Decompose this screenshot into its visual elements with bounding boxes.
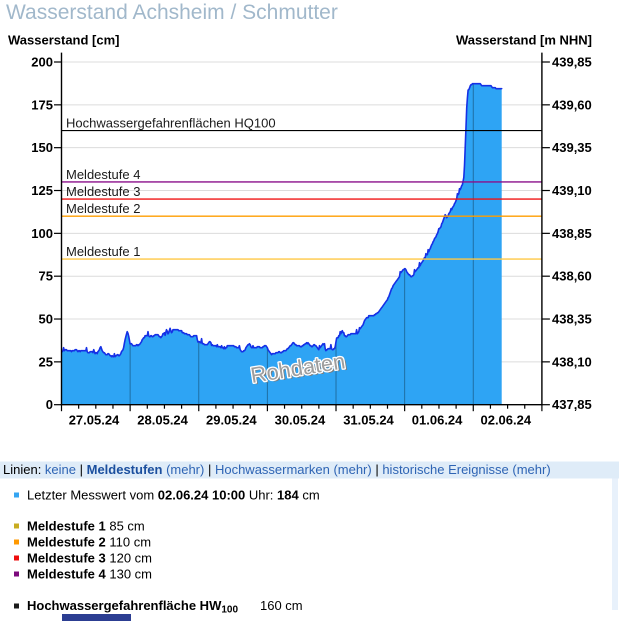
svg-text:Meldestufe 4: Meldestufe 4 <box>66 167 140 182</box>
svg-text:439,85: 439,85 <box>552 55 592 70</box>
svg-text:25: 25 <box>39 354 53 369</box>
svg-text:438,60: 438,60 <box>552 269 592 284</box>
svg-text:28.05.24: 28.05.24 <box>137 413 188 428</box>
svg-text:Meldestufe 1: Meldestufe 1 <box>66 244 140 259</box>
svg-text:438,35: 438,35 <box>552 312 592 327</box>
svg-text:Meldestufe 4 130 cm: Meldestufe 4 130 cm <box>27 567 152 582</box>
svg-text:29.05.24: 29.05.24 <box>206 413 257 428</box>
svg-text:Meldestufe 1 85 cm: Meldestufe 1 85 cm <box>27 519 145 534</box>
svg-text:Wasserstand [m NHN]: Wasserstand [m NHN] <box>456 33 592 48</box>
svg-text:31.05.24: 31.05.24 <box>343 413 394 428</box>
svg-text:160 cm: 160 cm <box>260 598 303 613</box>
svg-text:Hochwassergefahrenflächen HQ10: Hochwassergefahrenflächen HQ100 <box>66 116 276 131</box>
svg-text:Wasserstand [cm]: Wasserstand [cm] <box>8 33 120 48</box>
svg-text:01.06.24: 01.06.24 <box>412 413 463 428</box>
svg-text:Meldestufe 2: Meldestufe 2 <box>66 201 140 216</box>
svg-text:125: 125 <box>31 183 53 198</box>
svg-text:30.05.24: 30.05.24 <box>275 413 326 428</box>
svg-text:200: 200 <box>31 55 53 70</box>
svg-text:Linien: keine | Meldestufen (m: Linien: keine | Meldestufen (mehr) | Hoc… <box>3 462 551 477</box>
svg-text:439,10: 439,10 <box>552 183 592 198</box>
svg-text:75: 75 <box>39 269 53 284</box>
svg-text:02.06.24: 02.06.24 <box>480 413 531 428</box>
svg-text:175: 175 <box>31 97 53 112</box>
svg-text:Wasserstand Achsheim / Schmutt: Wasserstand Achsheim / Schmutter <box>6 1 338 24</box>
svg-text:Letzter Messwert vom 02.06.24: Letzter Messwert vom 02.06.24 10:00 Uhr:… <box>27 488 320 503</box>
svg-text:439,35: 439,35 <box>552 140 592 155</box>
svg-text:438,85: 438,85 <box>552 226 592 241</box>
svg-text:50: 50 <box>39 312 53 327</box>
svg-text:438,10: 438,10 <box>552 354 592 369</box>
svg-text:Meldestufe 2 110 cm: Meldestufe 2 110 cm <box>27 535 151 550</box>
svg-text:437,85: 437,85 <box>552 397 592 412</box>
svg-text:439,60: 439,60 <box>552 97 592 112</box>
svg-text:150: 150 <box>31 140 53 155</box>
svg-text:Hochwassergefahrenfläche HW100: Hochwassergefahrenfläche HW100 <box>27 598 238 616</box>
svg-text:Meldestufe 3 120 cm: Meldestufe 3 120 cm <box>27 551 152 566</box>
svg-text:100: 100 <box>31 226 53 241</box>
svg-text:27.05.24: 27.05.24 <box>69 413 120 428</box>
svg-text:0: 0 <box>46 397 53 412</box>
svg-text:Meldestufe 3: Meldestufe 3 <box>66 184 140 199</box>
